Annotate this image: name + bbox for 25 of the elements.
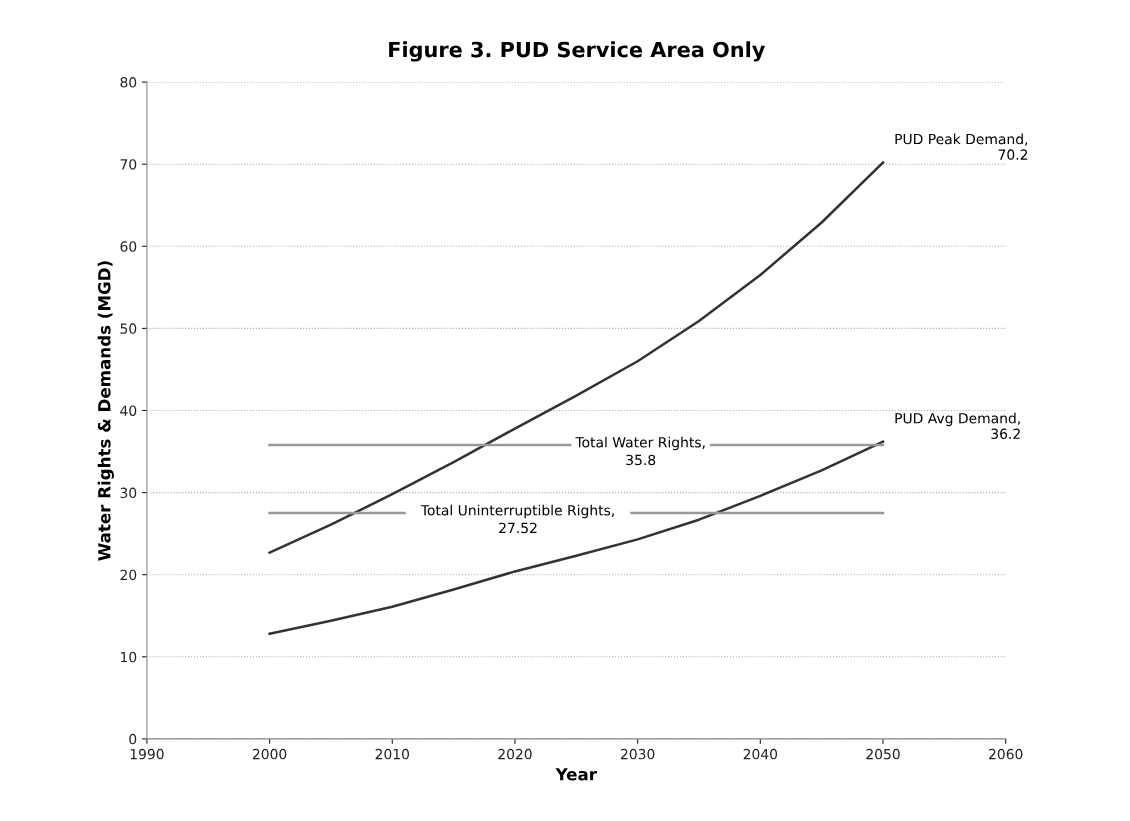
- x-tick-label: 2060: [989, 748, 1023, 760]
- x-axis-title: Year: [555, 768, 597, 781]
- y-tick-label: 50: [120, 323, 137, 334]
- y-tick-label: 20: [120, 569, 137, 581]
- x-tick-label: 2030: [620, 748, 655, 760]
- y-tick-label: 10: [121, 651, 137, 663]
- x-tick-label: 2010: [375, 748, 410, 760]
- y-tick-label: 30: [120, 487, 137, 499]
- annotation: PUD Avg Demand, 36.2: [895, 412, 1020, 440]
- y-tick-label: 0: [129, 733, 137, 745]
- x-tick-label: 2050: [866, 748, 900, 760]
- x-tick-label: 1990: [130, 748, 164, 760]
- chart-title: Figure 3. PUD Service Area Only: [389, 41, 765, 62]
- y-tick-label: 40: [120, 405, 137, 416]
- y-axis-title: Water Rights & Demands (MGD): [97, 261, 114, 561]
- x-tick-label: 2020: [498, 748, 532, 760]
- annotation: PUD Peak Demand, 70.2: [895, 133, 1028, 160]
- line-series: [268, 161, 885, 554]
- y-tick-label: 80: [120, 77, 137, 88]
- x-tick-label: 2040: [743, 748, 778, 760]
- x-tick-label: 2000: [252, 748, 287, 760]
- annotation: Total Uninterruptible Rights, 27.52: [420, 504, 614, 534]
- y-tick-label: 60: [120, 241, 137, 252]
- annotation: Total Water Rights, 35.8: [575, 436, 705, 466]
- y-tick-label: 70: [120, 159, 137, 170]
